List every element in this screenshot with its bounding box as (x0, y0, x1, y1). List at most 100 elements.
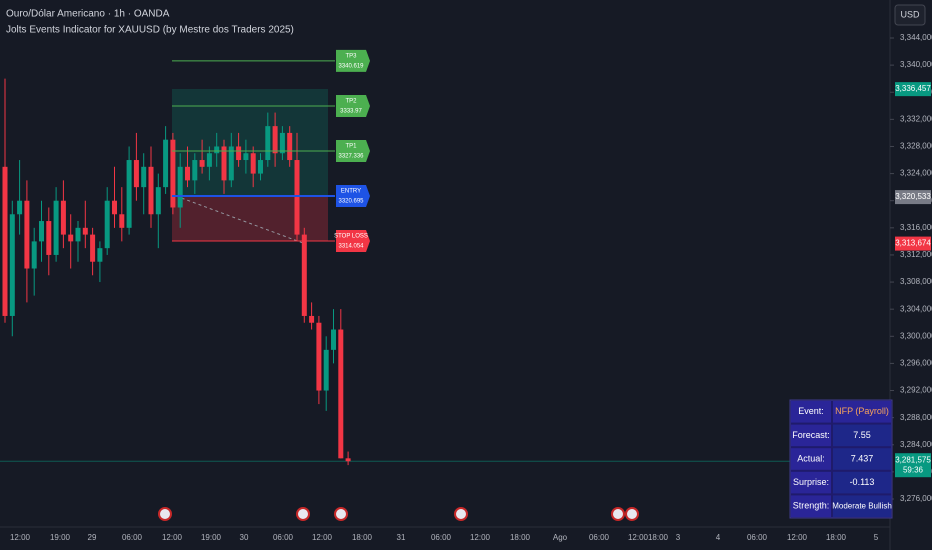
candle-body (31, 241, 37, 269)
level-label: ENTRY (341, 189, 361, 195)
candle-body (214, 146, 220, 154)
x-tick-label: 06:00 (431, 533, 452, 542)
candle-body (272, 126, 278, 154)
level-label: STOP LOSS (334, 234, 368, 240)
y-tick-label: 3,304,000 (900, 304, 932, 313)
event-icon[interactable] (296, 507, 310, 521)
event-icons (158, 507, 639, 521)
table-value: NFP (Payroll) (835, 406, 889, 416)
event-icon[interactable] (454, 507, 468, 521)
x-tick-label: 12:00 (628, 533, 649, 542)
table-cell (833, 401, 891, 423)
event-icon[interactable] (158, 507, 172, 521)
event-icon[interactable] (334, 507, 348, 521)
candle-body (155, 187, 161, 215)
y-tick-label: 3,328,000 (900, 142, 932, 151)
candle-body (126, 160, 132, 228)
level-label: TP2 (345, 99, 357, 105)
y-tick-label: 3,312,000 (900, 250, 932, 259)
x-tick-label: 19:00 (201, 533, 222, 542)
candle-body (265, 126, 271, 161)
x-tick-label: 06:00 (747, 533, 768, 542)
price-tag (895, 82, 931, 97)
level-value: 3314.054 (338, 244, 364, 250)
x-tick-label: 06:00 (122, 533, 143, 542)
candle-body (236, 146, 242, 161)
y-tick-label: 3,324,000 (900, 169, 932, 178)
table-key: Forecast: (792, 430, 830, 440)
level-tag (336, 94, 370, 117)
y-tick-label: 3,288,000 (900, 413, 932, 422)
candle-body (112, 200, 117, 215)
candle-body (338, 329, 344, 459)
candle-body (323, 349, 329, 391)
candle-body (163, 139, 169, 188)
candle-body (141, 166, 147, 188)
table-cell (833, 471, 891, 494)
price-tag-label: 3,336,457 (895, 84, 931, 93)
currency-label: USD (900, 9, 920, 19)
x-tick-label: 12:00 (312, 533, 333, 542)
y-tick-label: 3,284,000 (900, 440, 932, 449)
level-tag (336, 139, 370, 162)
table-key: Surprise: (793, 477, 829, 487)
x-tick-label: 12:00 (10, 533, 31, 542)
event-icon[interactable] (625, 507, 639, 521)
candle-body (46, 221, 52, 255)
candle-body (316, 322, 322, 391)
candle-body (331, 329, 336, 350)
candle-body (199, 160, 205, 167)
level-value: 3333.97 (340, 109, 362, 115)
x-tick-label: 18:00 (826, 533, 847, 542)
candle-body (221, 146, 227, 181)
y-tick-label: 3,296,000 (900, 359, 932, 368)
level-value: 3320.695 (338, 199, 364, 205)
candle-body (258, 160, 263, 174)
candle-body (97, 248, 103, 262)
x-tick-label: 3 (676, 533, 681, 542)
candle-body (82, 227, 88, 235)
level-tag (336, 49, 370, 72)
last-price-tag (895, 453, 931, 478)
candle-body (177, 166, 183, 208)
candle-body (345, 458, 351, 462)
table-cell (791, 401, 831, 423)
x-tick-label: 31 (397, 533, 406, 542)
y-tick-label: 3,340,000 (900, 60, 932, 69)
candle-body (287, 132, 293, 161)
loss-zone (172, 195, 328, 242)
table-key: Actual: (797, 453, 825, 463)
event-icon[interactable] (611, 507, 625, 521)
last-price-label: 3,281,575 (895, 455, 931, 464)
candle-body (60, 200, 66, 235)
x-tick-label: 18:00 (648, 533, 669, 542)
candle-body (104, 200, 110, 249)
price-tag-label: 3,313,674 (895, 239, 931, 248)
y-tick-label: 3,276,000 (900, 494, 932, 503)
candle-body (53, 200, 59, 255)
indicator-name: Jolts Events Indicator for XAUUSD (by Me… (6, 25, 294, 36)
x-tick-label: 12:00 (162, 533, 183, 542)
x-tick-label: 5 (874, 533, 879, 542)
price-tag (895, 236, 931, 251)
currency-button[interactable] (894, 4, 926, 26)
y-tick-label: 3,308,000 (900, 277, 932, 286)
price-tag (895, 190, 931, 205)
candle-body (90, 234, 96, 262)
candle-body (133, 160, 139, 188)
candle-body (243, 153, 249, 161)
candle-body (17, 200, 23, 215)
candle-body (294, 160, 300, 235)
x-tick-label: Ago (553, 533, 568, 542)
table-cell (791, 495, 831, 517)
level-value: 3340.619 (338, 63, 364, 69)
table-value: -0.113 (850, 477, 875, 487)
table-cell (791, 448, 831, 470)
y-tick-label: 3,332,000 (900, 114, 932, 123)
x-tick-label: 19:00 (50, 533, 71, 542)
x-tick-label: 29 (88, 533, 97, 542)
candle-body (68, 234, 74, 242)
candle-body (192, 160, 198, 181)
